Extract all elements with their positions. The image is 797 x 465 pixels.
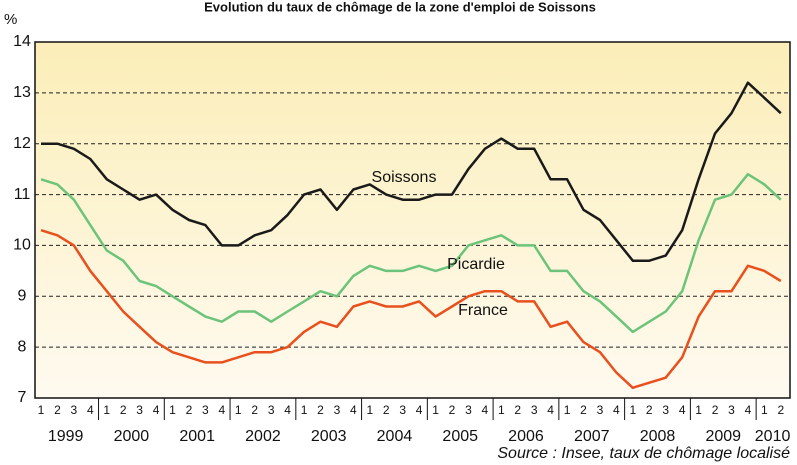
x-tick-label: 4: [284, 403, 291, 417]
x-tick-label: 3: [268, 403, 275, 417]
year-label: 2005: [442, 428, 478, 445]
year-label: 2001: [179, 428, 215, 445]
x-tick-label: 4: [87, 403, 94, 417]
x-tick-label: 1: [169, 403, 176, 417]
x-tick-label: 1: [629, 403, 636, 417]
plot-area: [35, 42, 790, 398]
x-tick-label: 3: [71, 403, 78, 417]
x-tick-label: 4: [547, 403, 554, 417]
series-label: Picardie: [447, 256, 505, 273]
year-label: 1999: [48, 428, 84, 445]
x-tick-label: 2: [120, 403, 127, 417]
x-tick-label: 3: [662, 403, 669, 417]
series-line: [40, 229, 782, 390]
source: Source : Insee, taux de chômage localisé: [497, 445, 790, 462]
y-tick-label: 7: [18, 389, 27, 406]
series-label: France: [458, 302, 508, 319]
year-label: 2002: [245, 428, 281, 445]
x-tick-label: 2: [54, 403, 61, 417]
x-tick-label: 3: [531, 403, 538, 417]
series-line: [40, 172, 782, 334]
x-tick-label: 2: [777, 403, 784, 417]
x-tick-label: 1: [235, 403, 242, 417]
x-tick-label: 1: [564, 403, 571, 417]
x-tick-label: 4: [350, 403, 357, 417]
series-label: Soissons: [372, 169, 437, 186]
x-tick-label: 2: [449, 403, 456, 417]
year-label: 2003: [311, 428, 347, 445]
y-tick-label: 12: [13, 135, 31, 152]
x-tick-label: 4: [745, 403, 752, 417]
y-tick-label: 10: [13, 237, 31, 254]
x-tick-label: 2: [317, 403, 324, 417]
y-tick-label: 14: [13, 33, 31, 50]
x-tick-label: 3: [202, 403, 209, 417]
x-tick-label: 1: [366, 403, 373, 417]
year-label: 2007: [574, 428, 610, 445]
x-tick-label: 2: [251, 403, 258, 417]
chart-title: Evolution du taux de chômage de la zone …: [204, 0, 596, 14]
year-label: 2009: [705, 428, 741, 445]
y-tick-label: 8: [18, 338, 27, 355]
x-tick-label: 1: [432, 403, 439, 417]
x-tick-label: 3: [136, 403, 143, 417]
x-tick-label: 2: [383, 403, 390, 417]
plot-border: [34, 41, 791, 399]
x-tick-label: 1: [761, 403, 768, 417]
x-tick-label: 4: [416, 403, 423, 417]
x-tick-label: 3: [465, 403, 472, 417]
x-tick-label: 4: [153, 403, 160, 417]
x-tick-label: 4: [218, 403, 225, 417]
x-tick-label: 1: [301, 403, 308, 417]
x-tick-label: 2: [712, 403, 719, 417]
y-tick-label: 11: [14, 186, 31, 203]
year-label: 2004: [377, 428, 413, 445]
year-label: 2000: [114, 428, 150, 445]
x-tick-label: 2: [186, 403, 193, 417]
x-tick-label: 4: [679, 403, 686, 417]
x-tick-label: 1: [38, 403, 45, 417]
series-line: [41, 81, 782, 262]
year-label: 2010: [755, 428, 791, 445]
x-tick-label: 3: [728, 403, 735, 417]
x-tick-label: 1: [695, 403, 702, 417]
year-label: 2008: [640, 428, 676, 445]
y-tick-label: 9: [18, 288, 27, 305]
x-tick-label: 2: [514, 403, 521, 417]
x-tick-label: 1: [498, 403, 505, 417]
x-tick-label: 3: [597, 403, 604, 417]
year-label: 2006: [508, 428, 544, 445]
x-tick-label: 2: [580, 403, 587, 417]
y-tick-label: 13: [13, 84, 31, 101]
x-tick-label: 3: [399, 403, 406, 417]
x-tick-label: 2: [646, 403, 653, 417]
x-tick-label: 4: [613, 403, 620, 417]
y-axis-label: %: [4, 11, 17, 28]
x-tick-label: 4: [482, 403, 489, 417]
x-tick-label: 3: [334, 403, 341, 417]
x-tick-label: 1: [103, 403, 110, 417]
